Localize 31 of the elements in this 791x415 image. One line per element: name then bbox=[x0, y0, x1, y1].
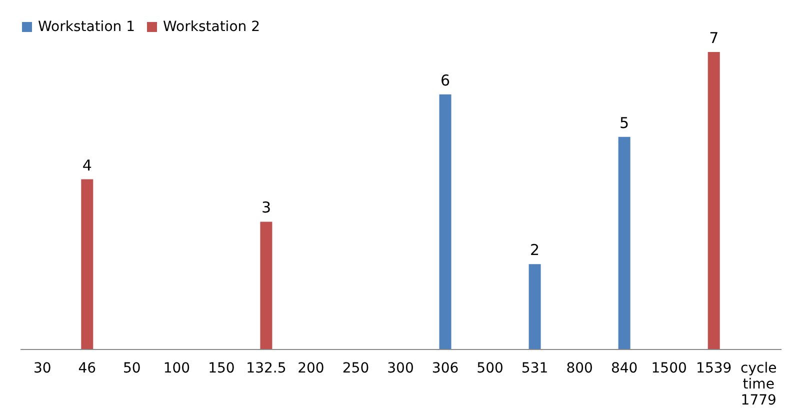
x-tick-label: 500 bbox=[476, 360, 504, 376]
x-tick-label: 250 bbox=[342, 360, 370, 376]
legend-label: Workstation 2 bbox=[163, 19, 260, 35]
x-tick-label: 300 bbox=[387, 360, 414, 376]
x-tick-label: 200 bbox=[298, 360, 324, 376]
data-label: 7 bbox=[709, 29, 719, 47]
x-tick-label: 100 bbox=[163, 360, 190, 376]
x-tick-label: 800 bbox=[566, 360, 593, 376]
data-label: 3 bbox=[261, 198, 271, 217]
x-tick-label: 50 bbox=[123, 360, 141, 376]
data-label: 4 bbox=[82, 156, 92, 174]
bar bbox=[439, 94, 452, 349]
x-tick-label: 46 bbox=[78, 360, 96, 376]
bar bbox=[708, 52, 720, 349]
x-tick-label: 150 bbox=[208, 360, 235, 376]
bar bbox=[618, 136, 630, 349]
bar bbox=[81, 179, 94, 349]
data-label: 2 bbox=[530, 241, 540, 260]
bar bbox=[528, 264, 541, 349]
x-tick-label: 1539 bbox=[696, 360, 732, 376]
data-label: 6 bbox=[440, 71, 450, 90]
x-tick-label: 531 bbox=[521, 360, 548, 376]
x-tick-label: 1500 bbox=[651, 360, 687, 376]
x-tick-label: cycle time 1779 bbox=[740, 360, 777, 408]
x-tick-label: 132.5 bbox=[246, 360, 286, 376]
legend-label: Workstation 1 bbox=[38, 19, 135, 35]
bar bbox=[260, 222, 272, 349]
x-tick-label: 306 bbox=[432, 360, 459, 376]
x-tick-label: 30 bbox=[33, 360, 52, 376]
x-tick-label: 840 bbox=[610, 360, 638, 376]
data-label: 5 bbox=[620, 114, 630, 132]
